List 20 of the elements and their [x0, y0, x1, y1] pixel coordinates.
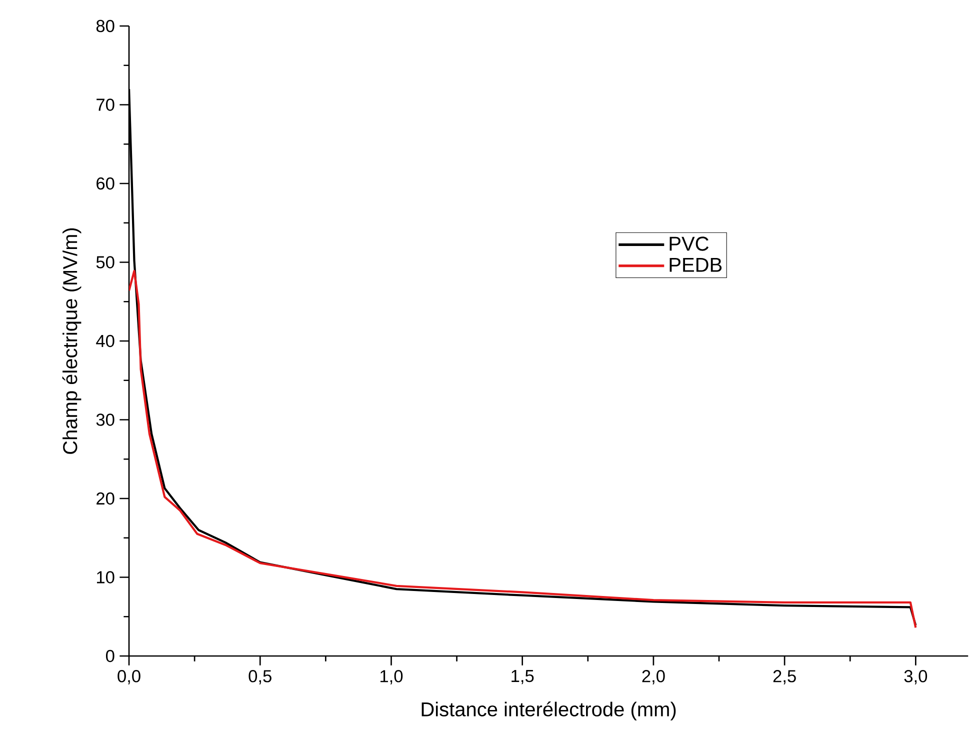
x-tick-label: 2,0 — [642, 670, 665, 684]
x-tick-label: 2,5 — [773, 670, 796, 684]
x-tick-label: 1,5 — [512, 670, 534, 684]
legend-label: PVC — [670, 236, 709, 251]
y-tick-label: 70 — [96, 98, 114, 111]
y-tick-label: 50 — [96, 256, 114, 268]
y-tick-label: 0 — [106, 650, 114, 662]
y-tick-label: 20 — [96, 492, 114, 505]
x-tick-label: 0,0 — [118, 670, 140, 684]
x-tick-label: 0,5 — [248, 670, 272, 684]
y-tick-label: 30 — [96, 414, 114, 426]
y-tick-label: 80 — [96, 20, 114, 32]
x-tick-label: 3,0 — [904, 670, 928, 684]
y-tick-label: 40 — [96, 334, 114, 348]
x-axis-title: Distance interélectrode (mm) — [422, 702, 676, 720]
x-tick-label: 1,0 — [380, 670, 403, 684]
y-tick-label: 60 — [96, 177, 114, 190]
y-tick-label: 10 — [97, 571, 114, 584]
legend-label: PEDB — [670, 258, 722, 272]
y-axis-title: Champ électrique (MV/m) — [62, 228, 82, 454]
